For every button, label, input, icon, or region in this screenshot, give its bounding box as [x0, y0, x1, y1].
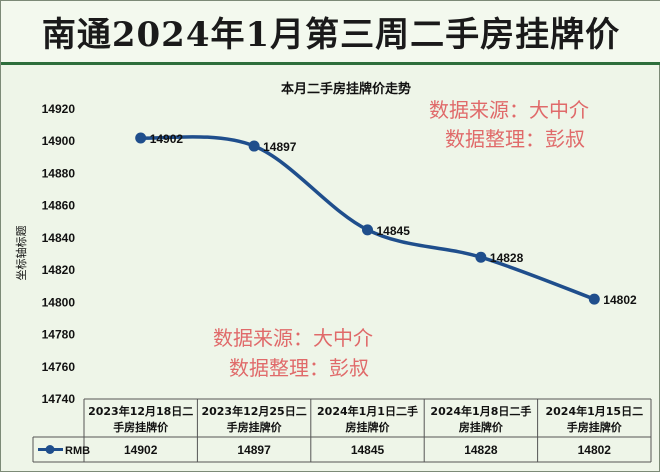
- category-label: 2024年1月15日二手房挂牌价: [546, 404, 644, 434]
- data-labels: 14902 14897 14845 14828 14802: [150, 132, 637, 307]
- data-point: [475, 251, 487, 263]
- data-label: 14845: [377, 224, 411, 238]
- table-value: 14897: [237, 443, 271, 457]
- y-tick-label: 14860: [42, 199, 76, 213]
- category-label: 2024年1月8日二手房挂牌价: [430, 404, 531, 434]
- data-label: 14828: [490, 251, 524, 265]
- y-tick-label: 14920: [42, 102, 76, 116]
- legend-label: RMB: [65, 445, 90, 457]
- table-value: 14902: [124, 443, 158, 457]
- category-labels: 2023年12月18日二手房挂牌价 2023年12月25日二手房挂牌价 2024年1…: [88, 404, 643, 434]
- data-point: [362, 224, 373, 236]
- y-axis-ticks: 14740 14760 14780 14800 14820 14840 14860 14880…: [42, 102, 76, 406]
- data-label: 14802: [603, 293, 637, 307]
- table-value: 14802: [578, 443, 612, 457]
- table-value: 14845: [351, 443, 385, 457]
- line-chart: 本月二手房挂牌价走势 坐标轴标题 14740 14760 14780 14800 148…: [14, 81, 652, 463]
- table-value: 14828: [464, 443, 498, 457]
- y-tick-label: 14880: [42, 166, 76, 180]
- legend-marker: [45, 445, 55, 454]
- category-label: 2024年1月1日二手房挂牌价: [317, 404, 418, 434]
- y-tick-label: 14760: [42, 360, 76, 374]
- watermark-source-bottom: 数据来源：大中介: [213, 326, 373, 350]
- y-tick-label: 14900: [42, 134, 76, 148]
- data-point: [588, 293, 600, 305]
- data-point: [248, 140, 260, 152]
- watermark-source-top: 数据来源：大中介: [429, 98, 589, 122]
- series-line-group: [138, 135, 597, 301]
- category-label: 2023年12月18日二手房挂牌价: [88, 404, 193, 434]
- y-tick-label: 14820: [42, 263, 76, 277]
- data-point: [135, 132, 147, 144]
- series-line: [138, 135, 597, 301]
- data-points: [135, 132, 600, 305]
- title-banner: 南通2024年1月第三周二手房挂牌价: [1, 1, 660, 65]
- y-axis-title: 坐标轴标题: [14, 226, 28, 281]
- data-label: 14902: [150, 132, 184, 146]
- chart-title: 本月二手房挂牌价走势: [281, 81, 411, 97]
- data-table-values: 14902 14897 14845 14828 14802: [124, 443, 611, 457]
- y-tick-label: 14780: [42, 328, 76, 342]
- y-tick-label: 14740: [42, 392, 76, 406]
- category-label: 2023年12月25日二手房挂牌价: [201, 404, 306, 434]
- data-label: 14897: [263, 140, 297, 154]
- legend: RMB: [38, 445, 90, 457]
- y-tick-label: 14840: [42, 231, 76, 245]
- y-tick-label: 14800: [42, 295, 76, 309]
- data-table-grid: [32, 398, 652, 463]
- watermark-editor-bottom: 数据整理：彭叔: [229, 356, 369, 380]
- page-title: 南通2024年1月第三周二手房挂牌价: [41, 15, 621, 55]
- watermark-editor-top: 数据整理：彭叔: [445, 127, 585, 151]
